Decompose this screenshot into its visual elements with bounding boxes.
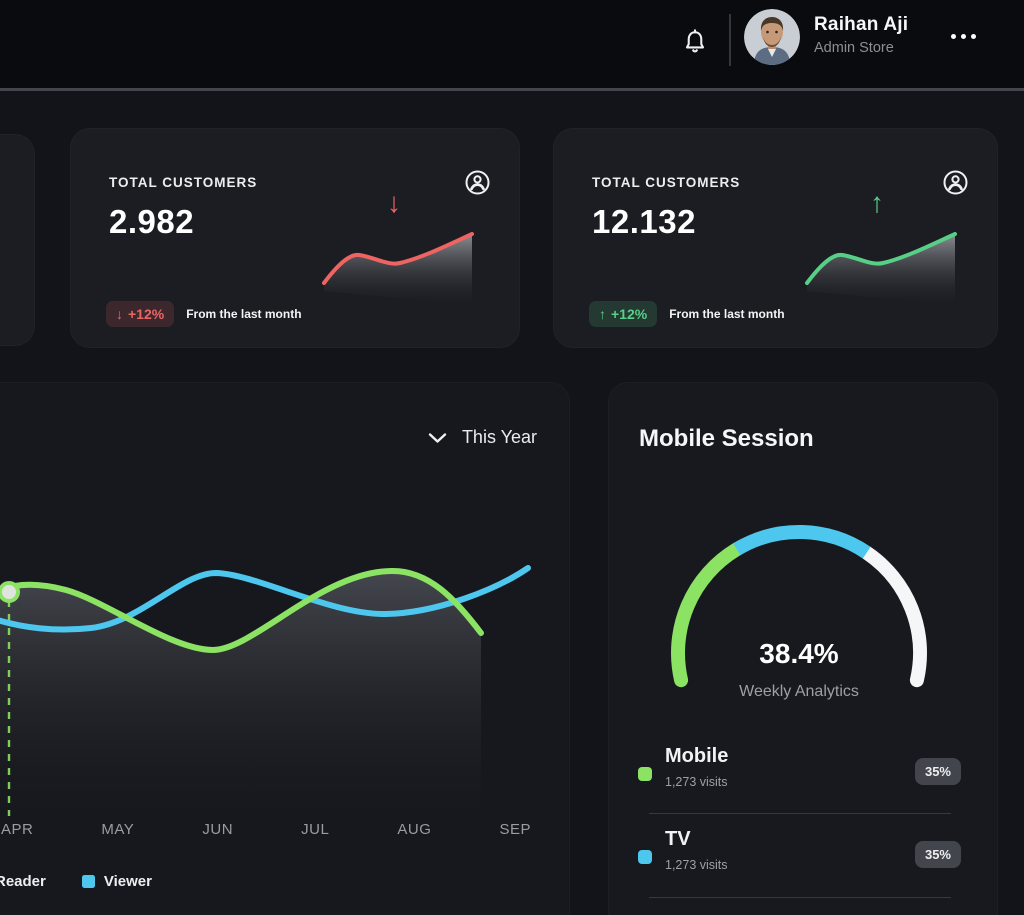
x-tick: JUL	[301, 821, 330, 838]
row-divider	[649, 813, 951, 814]
year-filter-dropdown[interactable]: This Year	[428, 427, 537, 448]
mobile-session-title: Mobile Session	[639, 425, 814, 452]
notifications-button[interactable]	[678, 22, 712, 62]
tv-swatch	[638, 850, 652, 864]
x-tick: MAY	[101, 821, 135, 838]
reader-area-fill	[0, 570, 481, 816]
user-circle-icon	[464, 169, 491, 201]
stat-card-partial[interactable]	[0, 134, 35, 346]
user-circle-icon	[942, 169, 969, 201]
x-tick: JUN	[202, 821, 234, 838]
badge-arrow-down-icon: ↓	[116, 306, 123, 322]
badge-arrow-up-icon: ↑	[599, 306, 606, 322]
viewer-legend-swatch	[81, 875, 95, 888]
chevron-down-icon	[428, 432, 447, 443]
trend-down-arrow-icon: ↓	[387, 187, 401, 218]
line-chart-plot	[0, 478, 551, 828]
session-share-badge: 35%	[914, 841, 961, 868]
ellipsis-menu-icon[interactable]	[951, 34, 976, 39]
session-label: Mobile	[665, 745, 729, 767]
x-tick: AUG	[397, 821, 432, 838]
bell-icon	[685, 29, 705, 53]
trend-up-arrow-icon: ↑	[870, 187, 884, 218]
sparkline-down	[314, 191, 484, 316]
gauge-segment-mobile	[671, 542, 744, 688]
badge-percent: +12%	[611, 306, 648, 322]
mobile-swatch	[638, 767, 652, 781]
stat-card-total-customers-1[interactable]: TOTAL CUSTOMERS 2.982 ↓	[70, 128, 520, 348]
percent-badge: ↓ +12%	[106, 301, 175, 327]
stat-card-value: 12.132	[592, 203, 696, 240]
stat-card-title: TOTAL CUSTOMERS	[109, 175, 258, 190]
user-block: Raihan Aji Admin Store	[814, 14, 908, 56]
topbar-divider	[729, 14, 731, 66]
x-axis-labels: APR MAY JUN JUL AUG SEP	[1, 821, 531, 838]
gauge-value: 38.4%	[759, 638, 839, 669]
gauge-segment-remainder	[859, 545, 927, 688]
session-share-badge: 35%	[914, 758, 961, 785]
stat-card-value: 2.982	[109, 203, 195, 240]
row-divider	[649, 897, 951, 898]
session-label: TV	[665, 828, 691, 850]
topbar: Raihan Aji Admin Store	[0, 0, 1024, 88]
session-visits: 1,273 visits	[665, 858, 728, 872]
reader-legend-label: Reader	[0, 873, 46, 890]
reader-viewer-chart-card: This Year	[0, 382, 570, 915]
percent-badge: ↑ +12%	[589, 301, 658, 327]
gauge-sub-label: Weekly Analytics	[739, 683, 859, 700]
stat-footer: ↓ +12% From the last month	[106, 301, 302, 327]
year-filter-label: This Year	[461, 427, 537, 447]
mobile-session-card: Mobile Session 38.4% Weekly Analytics Mo…	[608, 382, 998, 915]
user-photo-icon	[744, 9, 800, 65]
sparkline-up	[797, 191, 967, 316]
viewer-series-line	[0, 565, 531, 633]
badge-note: From the last month	[186, 307, 302, 321]
reader-marker-dot	[0, 581, 20, 603]
stat-footer: ↑ +12% From the last month	[589, 301, 785, 327]
stat-card-total-customers-2[interactable]: TOTAL CUSTOMERS 12.132 ↑	[553, 128, 998, 348]
avatar[interactable]	[744, 9, 800, 65]
x-tick: SEP	[499, 821, 531, 838]
gauge-chart	[661, 511, 937, 701]
session-visits: 1,273 visits	[665, 775, 728, 789]
user-name: Raihan Aji	[814, 14, 909, 35]
x-tick: APR	[1, 821, 34, 838]
stat-card-title: TOTAL CUSTOMERS	[592, 175, 741, 190]
badge-note: From the last month	[669, 307, 785, 321]
reader-series-line	[0, 567, 484, 654]
badge-percent: +12%	[128, 306, 165, 322]
gauge-segment-tv	[733, 525, 871, 559]
chart-legend: Reader Viewer	[0, 873, 152, 890]
header-rule	[0, 88, 1024, 91]
user-role: Admin Store	[814, 40, 894, 56]
viewer-legend-label: Viewer	[103, 873, 152, 890]
